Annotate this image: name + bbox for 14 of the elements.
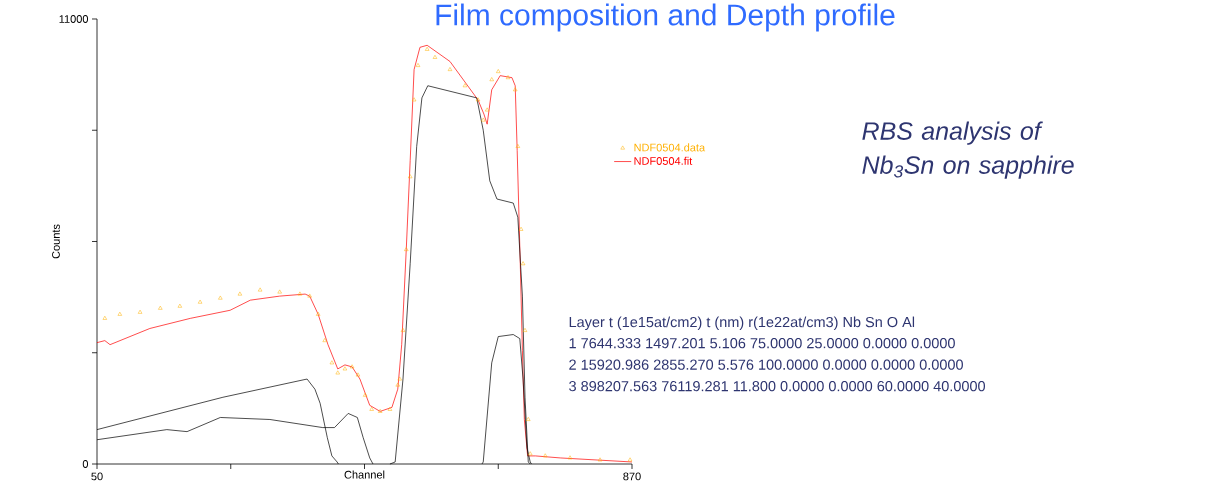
legend-label: NDF0504.data	[634, 143, 706, 152]
x-axis-title: Channel	[344, 470, 385, 479]
y-tick-label: 11000	[59, 15, 89, 23]
x-tick-label: 50	[91, 472, 103, 481]
annotation: 3 898207.563 76119.281 11.800 0.0000 0.0000 60.0000 40.0000	[569, 381, 986, 392]
annotation: 1 7644.333 1497.201 5.106 75.0000 25.0000 0.0000 0.0000	[569, 338, 955, 349]
legend-label: NDF0504.fit	[634, 156, 693, 165]
y-axis-title: Counts	[52, 224, 60, 259]
text: RBS analysis of Nb$_{3}$Sn on sapphire	[862, 121, 1074, 179]
annotation: Layer t (1e15at/cm2) t (nm) r(1e22at/cm3) Nb Sn O Al	[569, 316, 915, 331]
x-tick-label: 870	[623, 472, 641, 481]
annotation: 2 15920.986 2855.270 5.576 100.0000 0.0000 0.0000 0.0000	[569, 359, 963, 370]
chart-title: Film composition and Depth profile	[436, 3, 895, 32]
y-tick-label: 0	[82, 460, 89, 468]
